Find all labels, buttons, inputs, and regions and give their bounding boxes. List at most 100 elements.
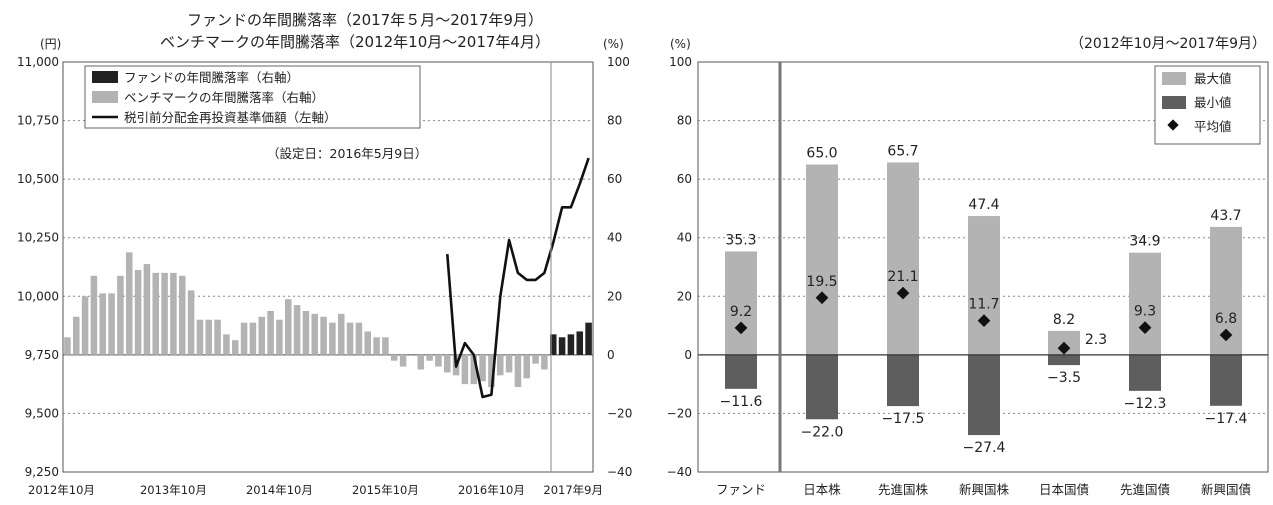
benchmark-bar xyxy=(364,331,372,355)
category-labels: ファンド 日本株 先進国株 新興国株 日本国債 先進国債 新興国債 xyxy=(716,482,1251,497)
benchmark-bar xyxy=(461,354,469,385)
benchmark-bar xyxy=(81,296,89,355)
benchmark-bar xyxy=(170,272,177,355)
category-label: 日本株 xyxy=(803,482,841,497)
min-value-label: −22.0 xyxy=(801,424,844,440)
avg-value-label: 6.8 xyxy=(1215,311,1237,327)
max-value-label: 47.4 xyxy=(968,197,999,213)
category-label: 新興国株 xyxy=(959,482,1010,497)
avg-value-label: 2.3 xyxy=(1085,332,1107,348)
benchmark-bar xyxy=(443,354,451,373)
right-chart-period: （2012年10月～2017年9月） xyxy=(1070,36,1266,52)
right-chart-y-tick: 40 xyxy=(677,231,692,245)
benchmark-bar xyxy=(417,354,425,370)
benchmark-bar xyxy=(293,305,301,355)
min-value-label: −17.5 xyxy=(882,411,925,427)
benchmark-bar xyxy=(320,316,327,355)
right-chart-y-tick-labels: 100 80 60 40 20 0 −20 −40 xyxy=(667,55,692,479)
benchmark-bar xyxy=(161,272,168,355)
benchmark-bar xyxy=(311,313,319,355)
benchmark-bar xyxy=(382,337,389,355)
min-bar xyxy=(806,354,838,420)
min-bar xyxy=(968,354,1000,436)
left-y-tick: 10,000 xyxy=(17,289,59,303)
benchmark-bar xyxy=(488,354,495,388)
benchmark-bar xyxy=(134,269,142,355)
legend-swatch-fund xyxy=(92,71,118,83)
fund-bar xyxy=(585,322,592,355)
right-y-tick: 20 xyxy=(607,289,622,303)
category-label: ファンド xyxy=(716,482,766,497)
avg-value-label: 21.1 xyxy=(887,269,918,285)
benchmark-bar xyxy=(143,264,151,355)
right-plot-frame xyxy=(697,61,1269,473)
legend-label-max: 最大値 xyxy=(1194,71,1232,86)
left-axis-unit: (円) xyxy=(40,37,61,51)
nav-line xyxy=(446,157,590,399)
benchmark-bar xyxy=(470,354,478,385)
benchmark-bar xyxy=(187,290,195,355)
min-bar xyxy=(1210,354,1242,406)
min-value-label: −27.4 xyxy=(963,440,1006,456)
category-label: 新興国債 xyxy=(1201,482,1251,497)
legend-swatch-benchmark xyxy=(92,91,118,103)
max-bar xyxy=(968,216,1000,355)
x-tick: 2012年10月 xyxy=(28,483,95,497)
min-value-label: −11.6 xyxy=(720,394,763,410)
right-y-tick: 100 xyxy=(607,55,630,69)
benchmark-bar xyxy=(223,334,230,355)
benchmark-bar xyxy=(249,322,257,355)
legend-swatch-max xyxy=(1162,72,1186,85)
x-tick: 2013年10月 xyxy=(140,483,207,497)
benchmark-bar xyxy=(240,322,248,355)
legend-label-nav: 税引前分配金再投資基準価額（左軸） xyxy=(124,110,337,125)
benchmark-bar xyxy=(267,310,274,355)
min-bar xyxy=(1048,354,1080,366)
right-axis-unit: (%) xyxy=(603,37,624,51)
max-value-label: 35.3 xyxy=(725,232,756,248)
benchmark-bar xyxy=(117,275,124,355)
benchmark-bar xyxy=(355,322,363,355)
max-value-label: 43.7 xyxy=(1210,208,1241,224)
benchmark-bar xyxy=(99,293,107,355)
benchmark-bar xyxy=(346,322,354,355)
left-chart: ファンドの年間騰落率（2017年５月～2017年9月） ベンチマークの年間騰落率… xyxy=(17,11,632,497)
right-chart: (%) （2012年10月～2017年9月） 100 80 60 40 20 0 −20 −4… xyxy=(667,36,1269,497)
right-chart-y-tick: 100 xyxy=(669,55,692,69)
max-value-label: 34.9 xyxy=(1129,234,1160,250)
benchmark-bar xyxy=(284,299,292,355)
benchmark-bar xyxy=(108,293,115,355)
max-value-label: 65.7 xyxy=(887,143,918,159)
right-chart-y-tick: 0 xyxy=(684,348,692,362)
right-chart-y-tick: −20 xyxy=(667,406,692,420)
legend-label-min: 最小値 xyxy=(1194,95,1232,110)
legend-swatch-min xyxy=(1162,96,1186,109)
benchmark-bar xyxy=(337,313,345,355)
right-chart-y-tick: −40 xyxy=(667,465,692,479)
left-y-tick: 9,750 xyxy=(25,348,59,362)
benchmark-bar xyxy=(505,354,513,373)
max-value-label: 65.0 xyxy=(806,146,837,162)
setup-date-note: （設定日：2016年5月9日） xyxy=(267,146,427,161)
x-tick: 2014年10月 xyxy=(246,483,313,497)
avg-value-label: 9.3 xyxy=(1134,304,1156,320)
benchmark-bar xyxy=(276,319,283,355)
benchmark-bar xyxy=(541,354,548,370)
left-y-tick: 9,500 xyxy=(25,406,59,420)
category-label: 先進国債 xyxy=(1120,482,1170,497)
fund-bar xyxy=(558,337,566,355)
max-bar xyxy=(1129,252,1161,355)
right-y-tick: 0 xyxy=(607,348,615,362)
benchmark-bar xyxy=(302,310,310,355)
fund-bar xyxy=(549,334,557,355)
left-y-tick: 9,250 xyxy=(25,465,59,479)
right-chart-unit: (%) xyxy=(670,37,691,51)
right-y-tick: 80 xyxy=(607,114,622,128)
benchmark-bar xyxy=(426,354,433,361)
min-bar xyxy=(725,354,757,389)
max-bar xyxy=(725,251,757,355)
fund-bars xyxy=(549,322,592,355)
legend-label-fund: ファンドの年間騰落率（右軸） xyxy=(124,70,299,85)
category-label: 先進国株 xyxy=(878,482,929,497)
